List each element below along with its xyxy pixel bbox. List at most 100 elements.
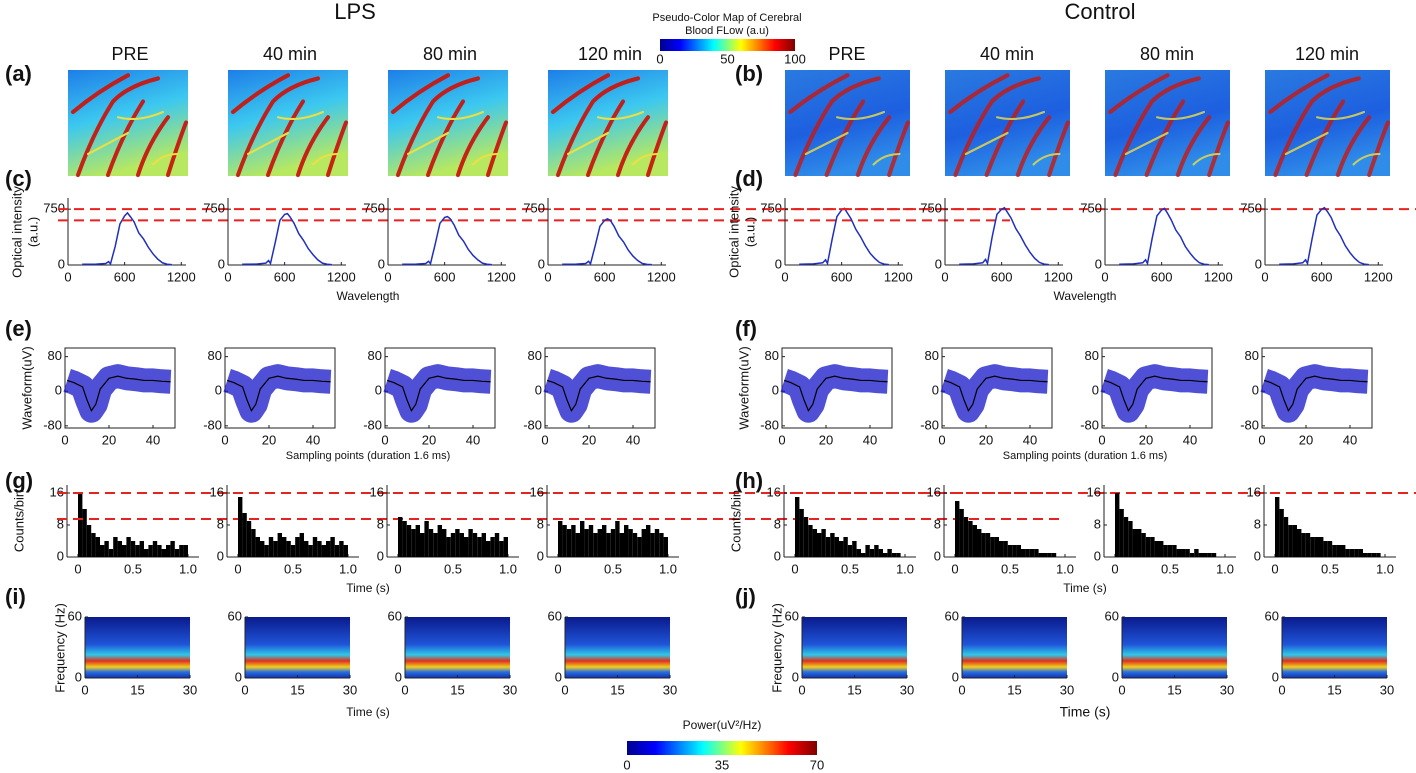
blood-flow-map: [945, 70, 1070, 176]
histogram-bar: [424, 521, 429, 557]
histogram-bar: [1043, 553, 1048, 557]
y-tick-label: 750: [1240, 201, 1262, 216]
waveform-mean: [1264, 375, 1368, 412]
y-tick-label: 0: [555, 669, 562, 684]
x-tick-label: 15: [847, 682, 861, 697]
histogram-bar: [398, 517, 403, 557]
histogram-bar: [654, 529, 660, 557]
panel-label: (c): [5, 166, 32, 191]
histogram-bar: [830, 533, 835, 557]
y-tick-label: 60: [1265, 608, 1279, 623]
histogram-bar: [817, 533, 822, 557]
histogram-bar: [571, 525, 576, 557]
histogram-bar: [264, 545, 269, 557]
histogram-bar: [95, 537, 100, 557]
x-tick-label: 1200: [1364, 269, 1393, 284]
x-tick-label: 0: [1258, 432, 1265, 447]
histogram-bar: [977, 529, 982, 557]
x-tick-label: 20: [1139, 432, 1153, 447]
histogram-bar: [1297, 529, 1302, 557]
group-title: Control: [1065, 0, 1136, 24]
y-tick-label: 0: [535, 383, 542, 398]
histogram-bar: [126, 537, 131, 557]
y-axis-label: Optical intensity: [726, 186, 741, 278]
x-tick-label: 0: [938, 432, 945, 447]
histogram-bar: [1051, 553, 1057, 557]
histogram-bar: [593, 533, 598, 557]
x-tick-label: 0: [221, 432, 228, 447]
histogram-bar: [650, 533, 655, 557]
x-tick-label: 0: [381, 432, 388, 447]
histogram-bar: [637, 537, 642, 557]
histogram-bar: [472, 533, 478, 557]
x-axis-label: Time (s): [346, 705, 390, 719]
y-axis-label: Frequency (Hz): [769, 603, 784, 693]
x-tick-label: 40: [306, 432, 320, 447]
y-tick-label: -80: [523, 417, 542, 432]
histogram-bar: [985, 533, 991, 557]
histogram-bar: [821, 529, 826, 557]
histogram-bar: [990, 537, 995, 557]
x-tick-label: 0.5: [284, 561, 302, 576]
histogram-bar: [795, 497, 800, 557]
histogram-bar: [1185, 549, 1190, 557]
histogram-bar: [1123, 517, 1129, 557]
y-tick-label: 8: [377, 516, 384, 531]
histogram-bar: [1154, 541, 1159, 557]
y-axis-label: Counts/bin: [11, 490, 26, 552]
y-tick-label: 8: [1254, 516, 1261, 531]
histogram-bar: [1319, 537, 1324, 557]
x-tick-label: 1.0: [1216, 561, 1234, 576]
histogram-bar: [1314, 537, 1319, 557]
histogram-bar: [295, 537, 300, 557]
y-axis-label: Frequency (Hz): [52, 603, 67, 693]
x-axis-label: Sampling points (duration 1.6 ms): [286, 450, 450, 462]
histogram-bar: [420, 533, 425, 557]
histogram-bar: [566, 529, 572, 557]
x-axis-label: Wavelength: [1054, 289, 1117, 303]
histogram-bar: [1354, 549, 1359, 557]
histogram-bar: [459, 533, 464, 557]
x-tick-label: 0.5: [1321, 561, 1339, 576]
y-tick-label: 0: [775, 256, 782, 271]
y-tick-label: 60: [228, 608, 242, 623]
x-tick-label: 0: [951, 561, 958, 576]
histogram-bar: [1323, 541, 1328, 557]
y-tick-label: 80: [1085, 348, 1099, 363]
x-tick-label: 0: [791, 561, 798, 576]
x-tick-label: 600: [434, 269, 456, 284]
histogram-bar: [874, 545, 879, 557]
histogram-bar: [1341, 545, 1346, 557]
x-tick-label: 1.0: [1056, 561, 1074, 576]
histogram-bar: [584, 529, 589, 557]
histogram-bar: [615, 521, 620, 557]
time-label: PRE: [111, 44, 148, 64]
histogram-bar: [330, 537, 335, 557]
y-tick-label: 60: [548, 608, 562, 623]
histogram-bar: [628, 529, 633, 557]
x-tick-label: 600: [114, 269, 136, 284]
x-tick-label: 15: [610, 682, 624, 697]
x-tick-label: 0: [544, 269, 551, 284]
y-axis-label: (a.u.): [25, 217, 40, 247]
histogram-bar: [610, 529, 616, 557]
time-label: 40 min: [980, 44, 1034, 64]
y-tick-label: 0: [952, 669, 959, 684]
x-tick-label: 20: [979, 432, 993, 447]
histogram-bar: [183, 545, 188, 557]
histogram-bar: [428, 529, 434, 557]
histogram-bar: [602, 525, 607, 557]
x-tick-label: 600: [594, 269, 616, 284]
histogram-bar: [317, 541, 322, 557]
time-label: PRE: [828, 44, 865, 64]
histogram-bar: [242, 513, 247, 557]
y-tick-label: 16: [1087, 484, 1101, 499]
histogram-bar: [290, 545, 296, 557]
histogram-bar: [808, 525, 813, 557]
histogram-bar: [1159, 541, 1164, 557]
histogram-bar: [499, 541, 504, 557]
colorbar-title: Blood FLow (a.u): [685, 25, 769, 37]
histogram-bar: [402, 521, 407, 557]
y-tick-label: 8: [537, 516, 544, 531]
histogram-bar: [972, 525, 977, 557]
